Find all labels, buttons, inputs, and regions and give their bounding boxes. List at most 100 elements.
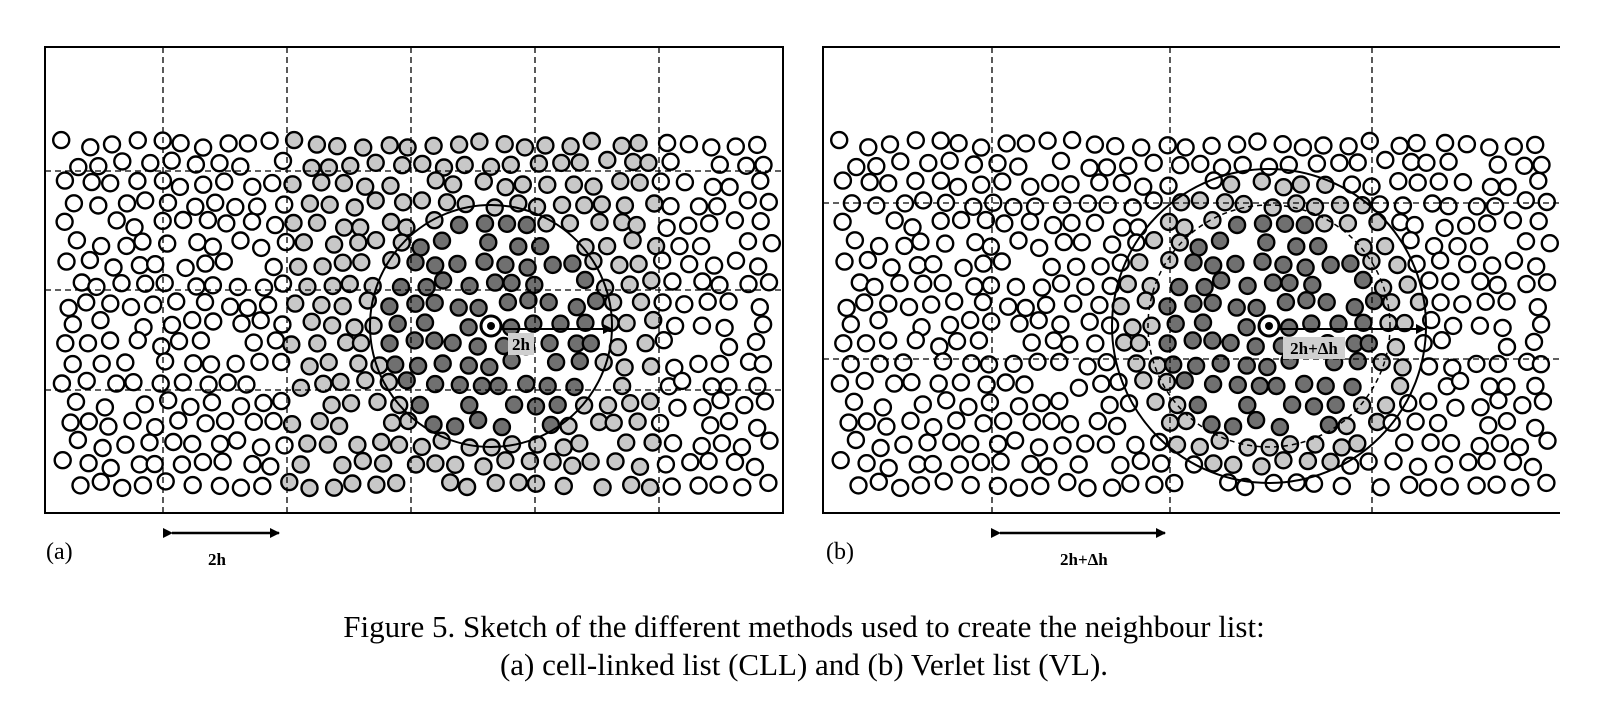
particle bbox=[496, 255, 515, 274]
particle bbox=[1418, 478, 1438, 497]
particle bbox=[291, 378, 311, 397]
particle bbox=[226, 354, 245, 373]
particle bbox=[272, 352, 291, 372]
particle bbox=[157, 234, 177, 253]
particle bbox=[121, 297, 141, 317]
particle bbox=[1345, 298, 1365, 317]
particle bbox=[536, 136, 555, 155]
particle bbox=[1188, 395, 1208, 415]
particle bbox=[539, 293, 558, 312]
particle bbox=[1408, 173, 1427, 192]
particle bbox=[1321, 255, 1340, 275]
particle bbox=[598, 150, 617, 170]
particle bbox=[528, 435, 547, 454]
particle bbox=[162, 315, 182, 335]
particle bbox=[1432, 331, 1452, 350]
particle bbox=[615, 196, 635, 215]
particle bbox=[333, 455, 352, 475]
particle bbox=[135, 395, 155, 414]
particle bbox=[1538, 431, 1557, 450]
particle bbox=[1250, 376, 1270, 396]
particle bbox=[1453, 172, 1473, 192]
particle bbox=[1405, 215, 1424, 235]
particle bbox=[1490, 434, 1510, 453]
particle bbox=[1015, 375, 1034, 394]
particle bbox=[314, 374, 333, 393]
particle bbox=[592, 195, 611, 214]
particle bbox=[448, 254, 467, 274]
particle bbox=[1294, 374, 1314, 394]
particle bbox=[1398, 275, 1417, 294]
particle bbox=[334, 173, 354, 193]
particle bbox=[586, 291, 606, 311]
domain-border-b bbox=[822, 46, 1560, 514]
particle bbox=[1421, 310, 1441, 330]
particle bbox=[1227, 215, 1247, 235]
particle bbox=[468, 337, 487, 356]
particle bbox=[307, 135, 327, 154]
particle bbox=[341, 156, 360, 176]
particle bbox=[345, 198, 364, 217]
particle bbox=[1259, 157, 1279, 177]
particle bbox=[950, 455, 970, 474]
particle bbox=[860, 172, 879, 192]
particle bbox=[1471, 272, 1490, 291]
particle bbox=[215, 411, 235, 431]
particle bbox=[988, 434, 1008, 454]
particle bbox=[354, 138, 373, 157]
particle bbox=[710, 155, 729, 174]
particle bbox=[517, 374, 536, 394]
particle bbox=[1516, 191, 1536, 210]
particle bbox=[931, 131, 950, 150]
particle bbox=[857, 454, 876, 473]
particle bbox=[1457, 134, 1477, 154]
particle bbox=[1010, 314, 1029, 333]
particle bbox=[891, 152, 910, 171]
particle bbox=[169, 411, 188, 430]
particle bbox=[1248, 132, 1267, 151]
particle bbox=[656, 455, 676, 474]
particle bbox=[1497, 377, 1516, 396]
particle bbox=[654, 331, 673, 350]
particle bbox=[282, 335, 301, 354]
particle bbox=[307, 213, 327, 233]
particle bbox=[1119, 156, 1138, 176]
particle bbox=[692, 316, 712, 335]
particle bbox=[629, 133, 648, 153]
particle bbox=[258, 295, 278, 315]
particle bbox=[841, 354, 860, 374]
particle bbox=[1376, 150, 1395, 170]
particle bbox=[1039, 457, 1058, 476]
particle bbox=[238, 298, 257, 318]
particle bbox=[509, 473, 528, 492]
particle bbox=[993, 411, 1013, 431]
particle bbox=[1353, 270, 1373, 290]
particle bbox=[1263, 273, 1283, 292]
particle bbox=[675, 295, 694, 314]
particle bbox=[624, 152, 643, 172]
particle bbox=[877, 417, 896, 436]
particle bbox=[570, 153, 589, 172]
particle bbox=[351, 333, 371, 353]
particle bbox=[202, 393, 222, 412]
particle bbox=[143, 295, 163, 314]
particle bbox=[679, 216, 698, 235]
particle bbox=[191, 331, 211, 350]
particle bbox=[1394, 433, 1414, 452]
particle bbox=[974, 414, 993, 433]
particle bbox=[198, 210, 218, 230]
particle bbox=[719, 412, 739, 431]
particle bbox=[364, 316, 383, 335]
particle bbox=[352, 253, 371, 272]
particle bbox=[382, 413, 402, 432]
particle bbox=[966, 232, 985, 252]
particle bbox=[1227, 298, 1246, 317]
particle bbox=[1489, 391, 1508, 410]
particle bbox=[1167, 395, 1187, 415]
particle bbox=[443, 175, 463, 194]
particle bbox=[312, 173, 331, 192]
radius-label-a: 2h bbox=[512, 335, 531, 354]
particle bbox=[698, 292, 717, 311]
particle bbox=[460, 438, 479, 457]
